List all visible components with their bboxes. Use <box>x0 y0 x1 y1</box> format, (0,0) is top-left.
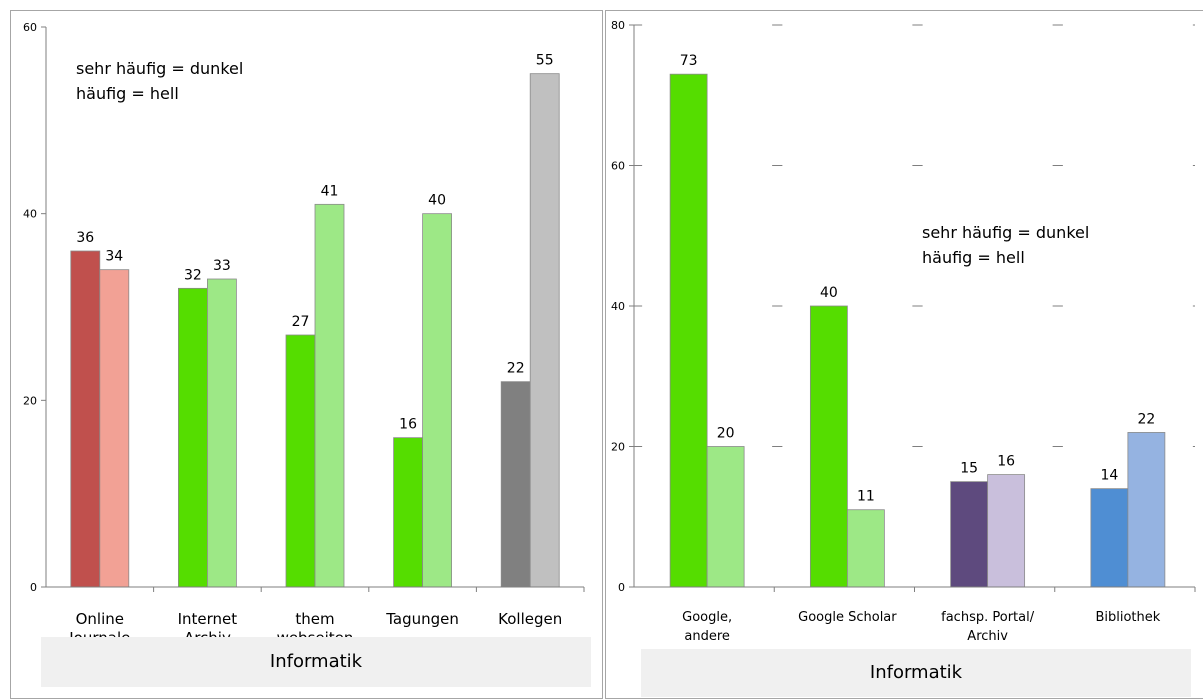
y-tick-label: 20 <box>23 394 37 407</box>
category-label: them <box>295 610 334 628</box>
bar-sehr-haeufig <box>950 481 989 588</box>
data-label: 73 <box>680 53 698 69</box>
data-label: 16 <box>997 454 1015 470</box>
data-label: 40 <box>428 193 446 209</box>
data-label: 20 <box>717 426 735 442</box>
category-label: Tagungen <box>385 610 459 628</box>
y-tick-label: 60 <box>23 21 37 34</box>
bar-haeufig <box>1127 432 1166 588</box>
y-tick-label: 40 <box>611 300 625 313</box>
data-label: 15 <box>960 461 978 477</box>
bar-haeufig <box>99 269 130 588</box>
data-label: 34 <box>105 249 123 265</box>
footer-label-right: Informatik <box>641 649 1191 697</box>
data-label: 16 <box>399 417 417 433</box>
category-label: Online <box>76 610 124 628</box>
data-label: 32 <box>184 267 202 283</box>
bar-sehr-haeufig <box>1090 488 1129 588</box>
category-label: Google, <box>682 610 732 625</box>
data-label: 11 <box>857 489 875 505</box>
y-tick-label: 40 <box>23 208 37 221</box>
bar-haeufig <box>314 203 345 588</box>
bar-sehr-haeufig <box>393 437 424 588</box>
y-tick-label: 60 <box>611 160 625 173</box>
legend-annotation: häufig = hell <box>76 84 179 103</box>
bar-sehr-haeufig <box>70 250 101 588</box>
data-label: 22 <box>1137 411 1155 427</box>
data-label: 14 <box>1100 468 1118 484</box>
category-label: andere <box>684 629 730 644</box>
bar-haeufig <box>529 73 560 588</box>
data-label: 40 <box>820 285 838 301</box>
category-label: Internet <box>178 610 238 628</box>
bar-sehr-haeufig <box>809 305 848 588</box>
legend-annotation: häufig = hell <box>922 248 1025 267</box>
chart-right: 73 20 Google, andere 40 11 Google Scholar 15 16 f… <box>611 19 1196 644</box>
data-label: 36 <box>76 230 94 246</box>
bar-haeufig <box>846 509 885 588</box>
category-label: Google Scholar <box>798 610 897 625</box>
bar-haeufig <box>706 446 745 588</box>
data-label: 33 <box>213 258 231 274</box>
chart-panel-right: 73 20 Google, andere 40 11 Google Scholar 15 16 f… <box>605 10 1203 699</box>
footer-label-left: Informatik <box>41 637 591 687</box>
bar-haeufig <box>206 278 237 588</box>
chart-left: 3634OnlineJournale3233InternetArchiv2741… <box>23 21 585 647</box>
bar-haeufig <box>422 213 453 588</box>
y-tick-label: 0 <box>618 581 625 594</box>
category-label: Bibliothek <box>1095 610 1160 625</box>
category-label: Kollegen <box>498 610 562 628</box>
data-label: 22 <box>507 361 525 377</box>
data-label: 55 <box>536 53 554 69</box>
data-label: 41 <box>321 183 339 199</box>
bar-sehr-haeufig <box>500 381 531 588</box>
bar-sehr-haeufig <box>177 287 208 588</box>
legend-annotation: sehr häufig = dunkel <box>922 223 1089 242</box>
legend-annotation: sehr häufig = dunkel <box>76 59 243 78</box>
category-label: fachsp. Portal/ <box>941 610 1035 625</box>
y-tick-label: 20 <box>611 441 625 454</box>
data-label: 27 <box>292 314 310 330</box>
bar-sehr-haeufig <box>285 334 316 588</box>
y-tick-label: 80 <box>611 19 625 32</box>
chart-panel-left: 3634OnlineJournale3233InternetArchiv2741… <box>10 10 603 699</box>
bar-haeufig <box>987 474 1026 588</box>
category-label: Archiv <box>967 629 1008 644</box>
bar-sehr-haeufig <box>669 73 708 588</box>
y-tick-label: 0 <box>30 581 37 594</box>
